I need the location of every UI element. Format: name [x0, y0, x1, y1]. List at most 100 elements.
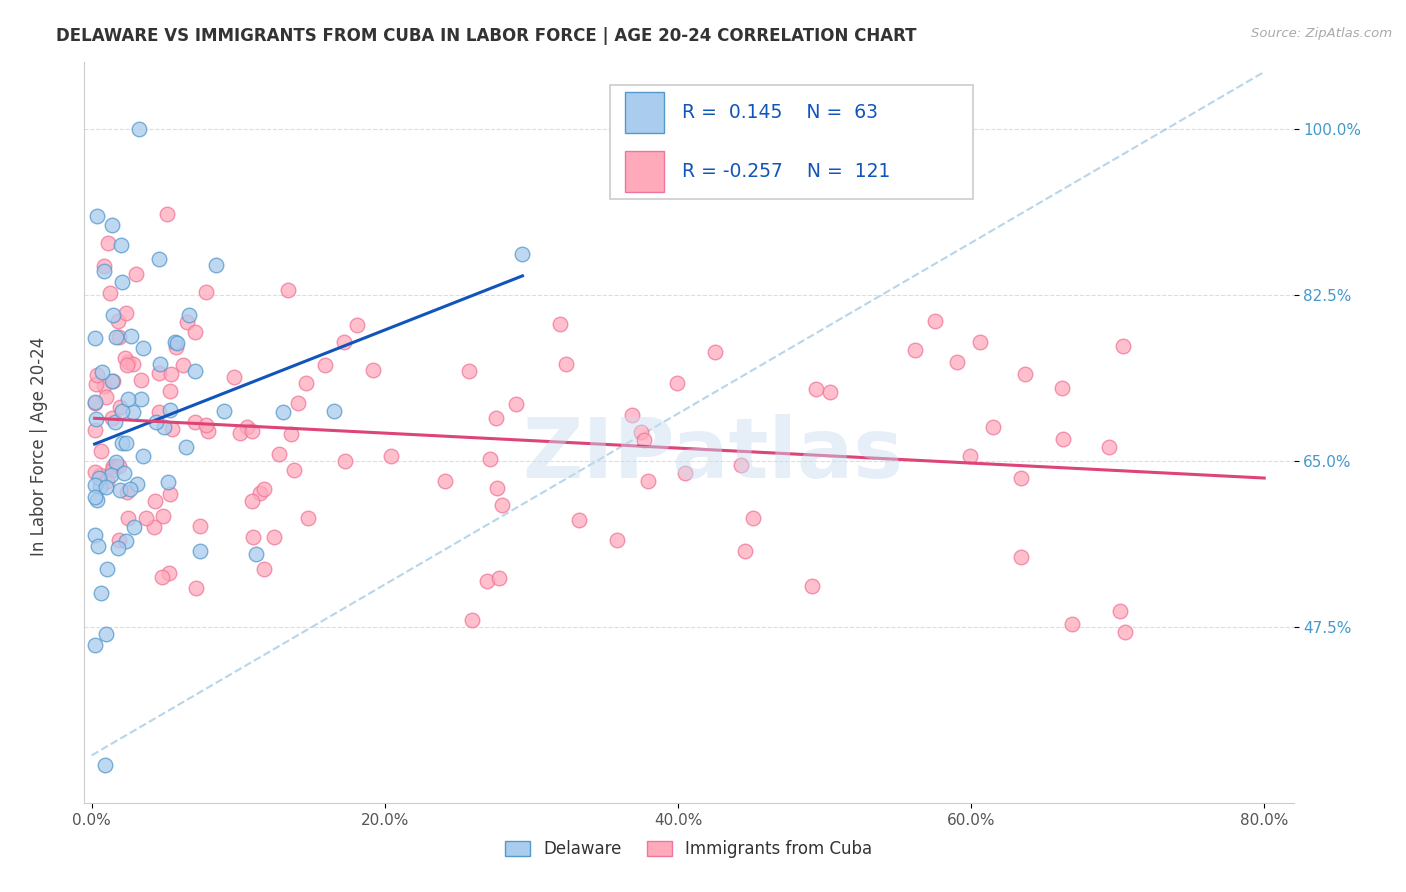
Point	[184, 415, 207, 429]
Point	[633, 433, 655, 447]
Point	[107, 459, 129, 474]
Point	[101, 458, 124, 473]
Point	[104, 415, 127, 429]
Point	[512, 246, 534, 260]
Point	[801, 578, 824, 592]
Point	[115, 436, 138, 450]
Point	[818, 384, 841, 399]
Point	[117, 355, 139, 369]
Point	[287, 396, 309, 410]
Point	[229, 425, 252, 440]
Point	[184, 326, 207, 340]
Point	[143, 494, 166, 508]
Text: DELAWARE VS IMMIGRANTS FROM CUBA IN LABOR FORCE | AGE 20-24 CORRELATION CHART: DELAWARE VS IMMIGRANTS FROM CUBA IN LABO…	[56, 27, 917, 45]
Point	[242, 530, 264, 544]
Point	[959, 449, 981, 463]
Point	[294, 376, 316, 390]
Point	[117, 510, 139, 524]
Point	[277, 284, 299, 298]
Point	[101, 218, 124, 232]
Point	[96, 475, 118, 489]
Point	[127, 477, 149, 491]
Point	[461, 613, 484, 627]
Point	[1010, 549, 1032, 564]
Point	[742, 510, 765, 524]
Point	[117, 485, 139, 500]
Point	[806, 383, 828, 397]
Point	[165, 340, 187, 354]
Point	[112, 466, 135, 480]
Point	[637, 474, 659, 488]
Point	[83, 638, 105, 652]
Point	[621, 409, 644, 423]
Point	[84, 466, 107, 480]
Point	[84, 528, 107, 542]
Point	[131, 392, 153, 407]
Point	[96, 562, 118, 576]
Point	[606, 533, 628, 548]
Point	[188, 518, 211, 533]
Text: Source: ZipAtlas.com: Source: ZipAtlas.com	[1251, 27, 1392, 40]
Point	[159, 403, 181, 417]
Point	[97, 236, 120, 251]
Point	[94, 480, 117, 494]
Point	[235, 420, 257, 434]
Point	[100, 467, 122, 482]
Point	[505, 397, 527, 411]
Point	[104, 455, 127, 469]
Point	[86, 210, 108, 224]
Point	[1112, 339, 1135, 353]
Point	[491, 499, 513, 513]
Point	[93, 260, 115, 274]
Point	[172, 358, 194, 372]
Point	[124, 267, 146, 281]
Point	[142, 520, 165, 534]
Point	[114, 533, 136, 548]
Point	[101, 411, 124, 425]
Point	[280, 427, 302, 442]
Point	[475, 574, 498, 588]
Point	[101, 308, 124, 322]
Point	[108, 533, 131, 547]
Point	[703, 345, 725, 359]
Point	[135, 511, 157, 525]
Point	[195, 285, 218, 299]
Point	[730, 458, 752, 472]
Point	[314, 358, 336, 372]
Point	[156, 475, 179, 490]
Point	[433, 475, 456, 489]
Point	[969, 334, 991, 349]
Point	[160, 367, 183, 381]
Point	[297, 511, 319, 525]
Point	[108, 483, 131, 497]
Point	[197, 424, 219, 438]
Point	[89, 468, 111, 483]
Point	[323, 404, 346, 418]
Point	[148, 366, 170, 380]
Point	[186, 581, 208, 595]
Point	[83, 331, 105, 345]
Point	[107, 541, 129, 556]
Point	[1014, 368, 1036, 382]
Point	[104, 329, 127, 343]
Point	[159, 384, 181, 398]
Point	[458, 363, 481, 377]
Point	[253, 562, 276, 576]
Point	[222, 370, 245, 384]
Point	[117, 392, 139, 406]
Point	[104, 458, 127, 473]
Point	[101, 462, 124, 476]
Point	[96, 626, 118, 640]
Point	[630, 425, 652, 439]
Point	[122, 520, 145, 534]
Point	[83, 423, 105, 437]
Point	[159, 487, 181, 501]
Point	[145, 415, 167, 429]
Point	[89, 471, 111, 485]
Point	[122, 357, 145, 371]
Point	[212, 404, 235, 418]
Point	[240, 424, 263, 438]
Point	[263, 530, 285, 544]
Point	[93, 264, 115, 278]
Point	[160, 422, 183, 436]
